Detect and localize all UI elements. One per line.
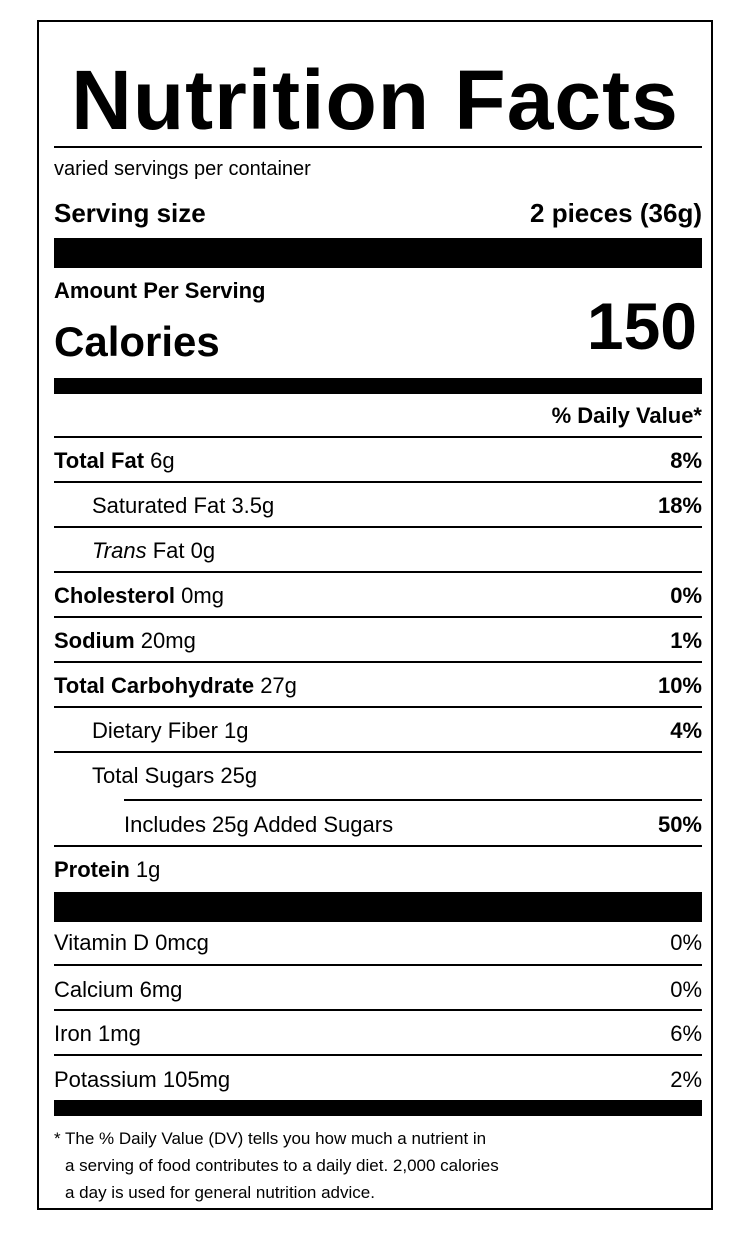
nutrient-amount: 0g — [190, 538, 216, 563]
divider — [54, 481, 702, 483]
vitamin-row-vitamin-d: Vitamin D 0mcg 0% — [54, 925, 702, 961]
divider — [54, 706, 702, 708]
thick-bar — [54, 892, 702, 922]
footnote-line: * The % Daily Value (DV) tells you how m… — [54, 1129, 487, 1148]
vitamin-row-iron: Iron 1mg 6% — [54, 1016, 702, 1052]
nutrient-name-italic: Trans — [92, 538, 147, 563]
divider — [54, 751, 702, 753]
vitamin-name: Iron — [54, 1021, 92, 1046]
divider — [54, 661, 702, 663]
nutrient-row-added-sugars: Includes 25g Added Sugars 50% — [124, 807, 702, 843]
nutrient-row-cholesterol: Cholesterol 0mg 0% — [54, 578, 702, 614]
divider — [54, 845, 702, 847]
nutrient-name: Saturated Fat — [92, 493, 226, 518]
divider — [54, 616, 702, 618]
nutrient-dv: 0% — [670, 583, 702, 608]
daily-value-header: % Daily Value* — [551, 403, 702, 428]
nutrient-dv: 10% — [657, 673, 702, 698]
divider — [54, 146, 702, 148]
vitamin-name: Calcium — [54, 977, 134, 1002]
nutrient-row-sodium: Sodium 20mg 1% — [54, 623, 702, 659]
nutrient-row-total-fat: Total Fat 6g 8% — [54, 443, 702, 479]
serving-size-row: Serving size 2 pieces (36g) — [54, 193, 702, 233]
calories-value: 150 — [586, 289, 697, 363]
vitamin-dv: 6% — [670, 1021, 702, 1046]
calories-label: Calories — [54, 318, 220, 365]
divider — [54, 964, 702, 966]
nutrient-amount: 6g — [150, 448, 175, 473]
nutrient-amount: 1g — [135, 857, 161, 882]
vitamin-amount: 1mg — [98, 1021, 141, 1046]
divider — [54, 1054, 702, 1056]
vitamin-amount: 0mcg — [155, 930, 209, 955]
vitamin-dv: 0% — [670, 977, 702, 1002]
vitamin-row-calcium: Calcium 6mg 0% — [54, 972, 702, 1008]
nutrient-name: Sodium — [54, 628, 135, 653]
divider — [54, 436, 702, 438]
label-title: Nutrition Facts — [71, 53, 679, 147]
nutrient-amount: 1g — [224, 718, 249, 743]
divider — [124, 799, 702, 801]
nutrient-name: Total Carbohydrate — [54, 673, 255, 698]
nutrient-dv: 4% — [670, 718, 702, 743]
nutrient-dv: 1% — [670, 628, 702, 653]
nutrient-amount: 0mg — [181, 583, 224, 608]
divider — [54, 571, 702, 573]
nutrient-name: Cholesterol — [54, 583, 176, 608]
nutrient-name: Dietary Fiber — [92, 718, 218, 743]
nutrient-row-protein: Protein 1g — [54, 852, 702, 888]
servings-per-container: varied servings per container — [54, 158, 311, 180]
thick-bar — [54, 378, 702, 394]
footnote-line: a serving of food contributes to a daily… — [65, 1156, 499, 1175]
nutrition-facts-label: Nutrition Facts varied servings per cont… — [37, 20, 713, 1210]
nutrient-row-saturated-fat: Saturated Fat 3.5g 18% — [92, 488, 702, 524]
nutrient-name: Total Fat — [54, 448, 145, 473]
vitamin-amount: 6mg — [139, 977, 183, 1002]
nutrient-row-total-sugars: Total Sugars 25g — [92, 758, 702, 794]
vitamin-dv: 2% — [670, 1067, 702, 1092]
serving-size-label: Serving size — [54, 197, 206, 228]
thick-bar — [54, 238, 702, 268]
nutrient-row-trans-fat: Trans Fat 0g — [92, 533, 702, 569]
nutrient-name: Total Sugars — [92, 763, 215, 788]
amount-per-serving: Amount Per Serving — [54, 278, 266, 303]
nutrient-dv: 50% — [657, 812, 702, 837]
footnote: * The % Daily Value (DV) tells you how m… — [54, 1125, 654, 1206]
vitamin-dv: 0% — [670, 930, 702, 955]
serving-size-value: 2 pieces (36g) — [530, 197, 702, 228]
nutrient-amount: 27g — [260, 673, 297, 698]
nutrient-amount: 3.5g — [231, 493, 275, 518]
nutrient-dv: 8% — [670, 448, 702, 473]
vitamin-row-potassium: Potassium 105mg 2% — [54, 1062, 702, 1098]
divider — [54, 526, 702, 528]
vitamin-name: Vitamin D — [54, 930, 149, 955]
vitamin-name: Potassium — [54, 1067, 157, 1092]
footnote-line: a day is used for general nutrition advi… — [65, 1183, 375, 1202]
nutrient-row-total-carbohydrate: Total Carbohydrate 27g 10% — [54, 668, 702, 704]
nutrient-amount: 20mg — [140, 628, 196, 653]
nutrient-amount: 25g — [220, 763, 258, 788]
thick-bar — [54, 1100, 702, 1116]
daily-value-header-row: % Daily Value* — [54, 398, 702, 434]
nutrient-row-dietary-fiber: Dietary Fiber 1g 4% — [92, 713, 702, 749]
nutrient-dv: 18% — [657, 493, 702, 518]
nutrient-name: Protein — [54, 857, 130, 882]
vitamin-amount: 105mg — [162, 1067, 231, 1092]
nutrient-name: Includes 25g Added Sugars — [124, 812, 394, 837]
divider — [54, 1009, 702, 1011]
nutrient-name: Fat — [152, 538, 185, 563]
